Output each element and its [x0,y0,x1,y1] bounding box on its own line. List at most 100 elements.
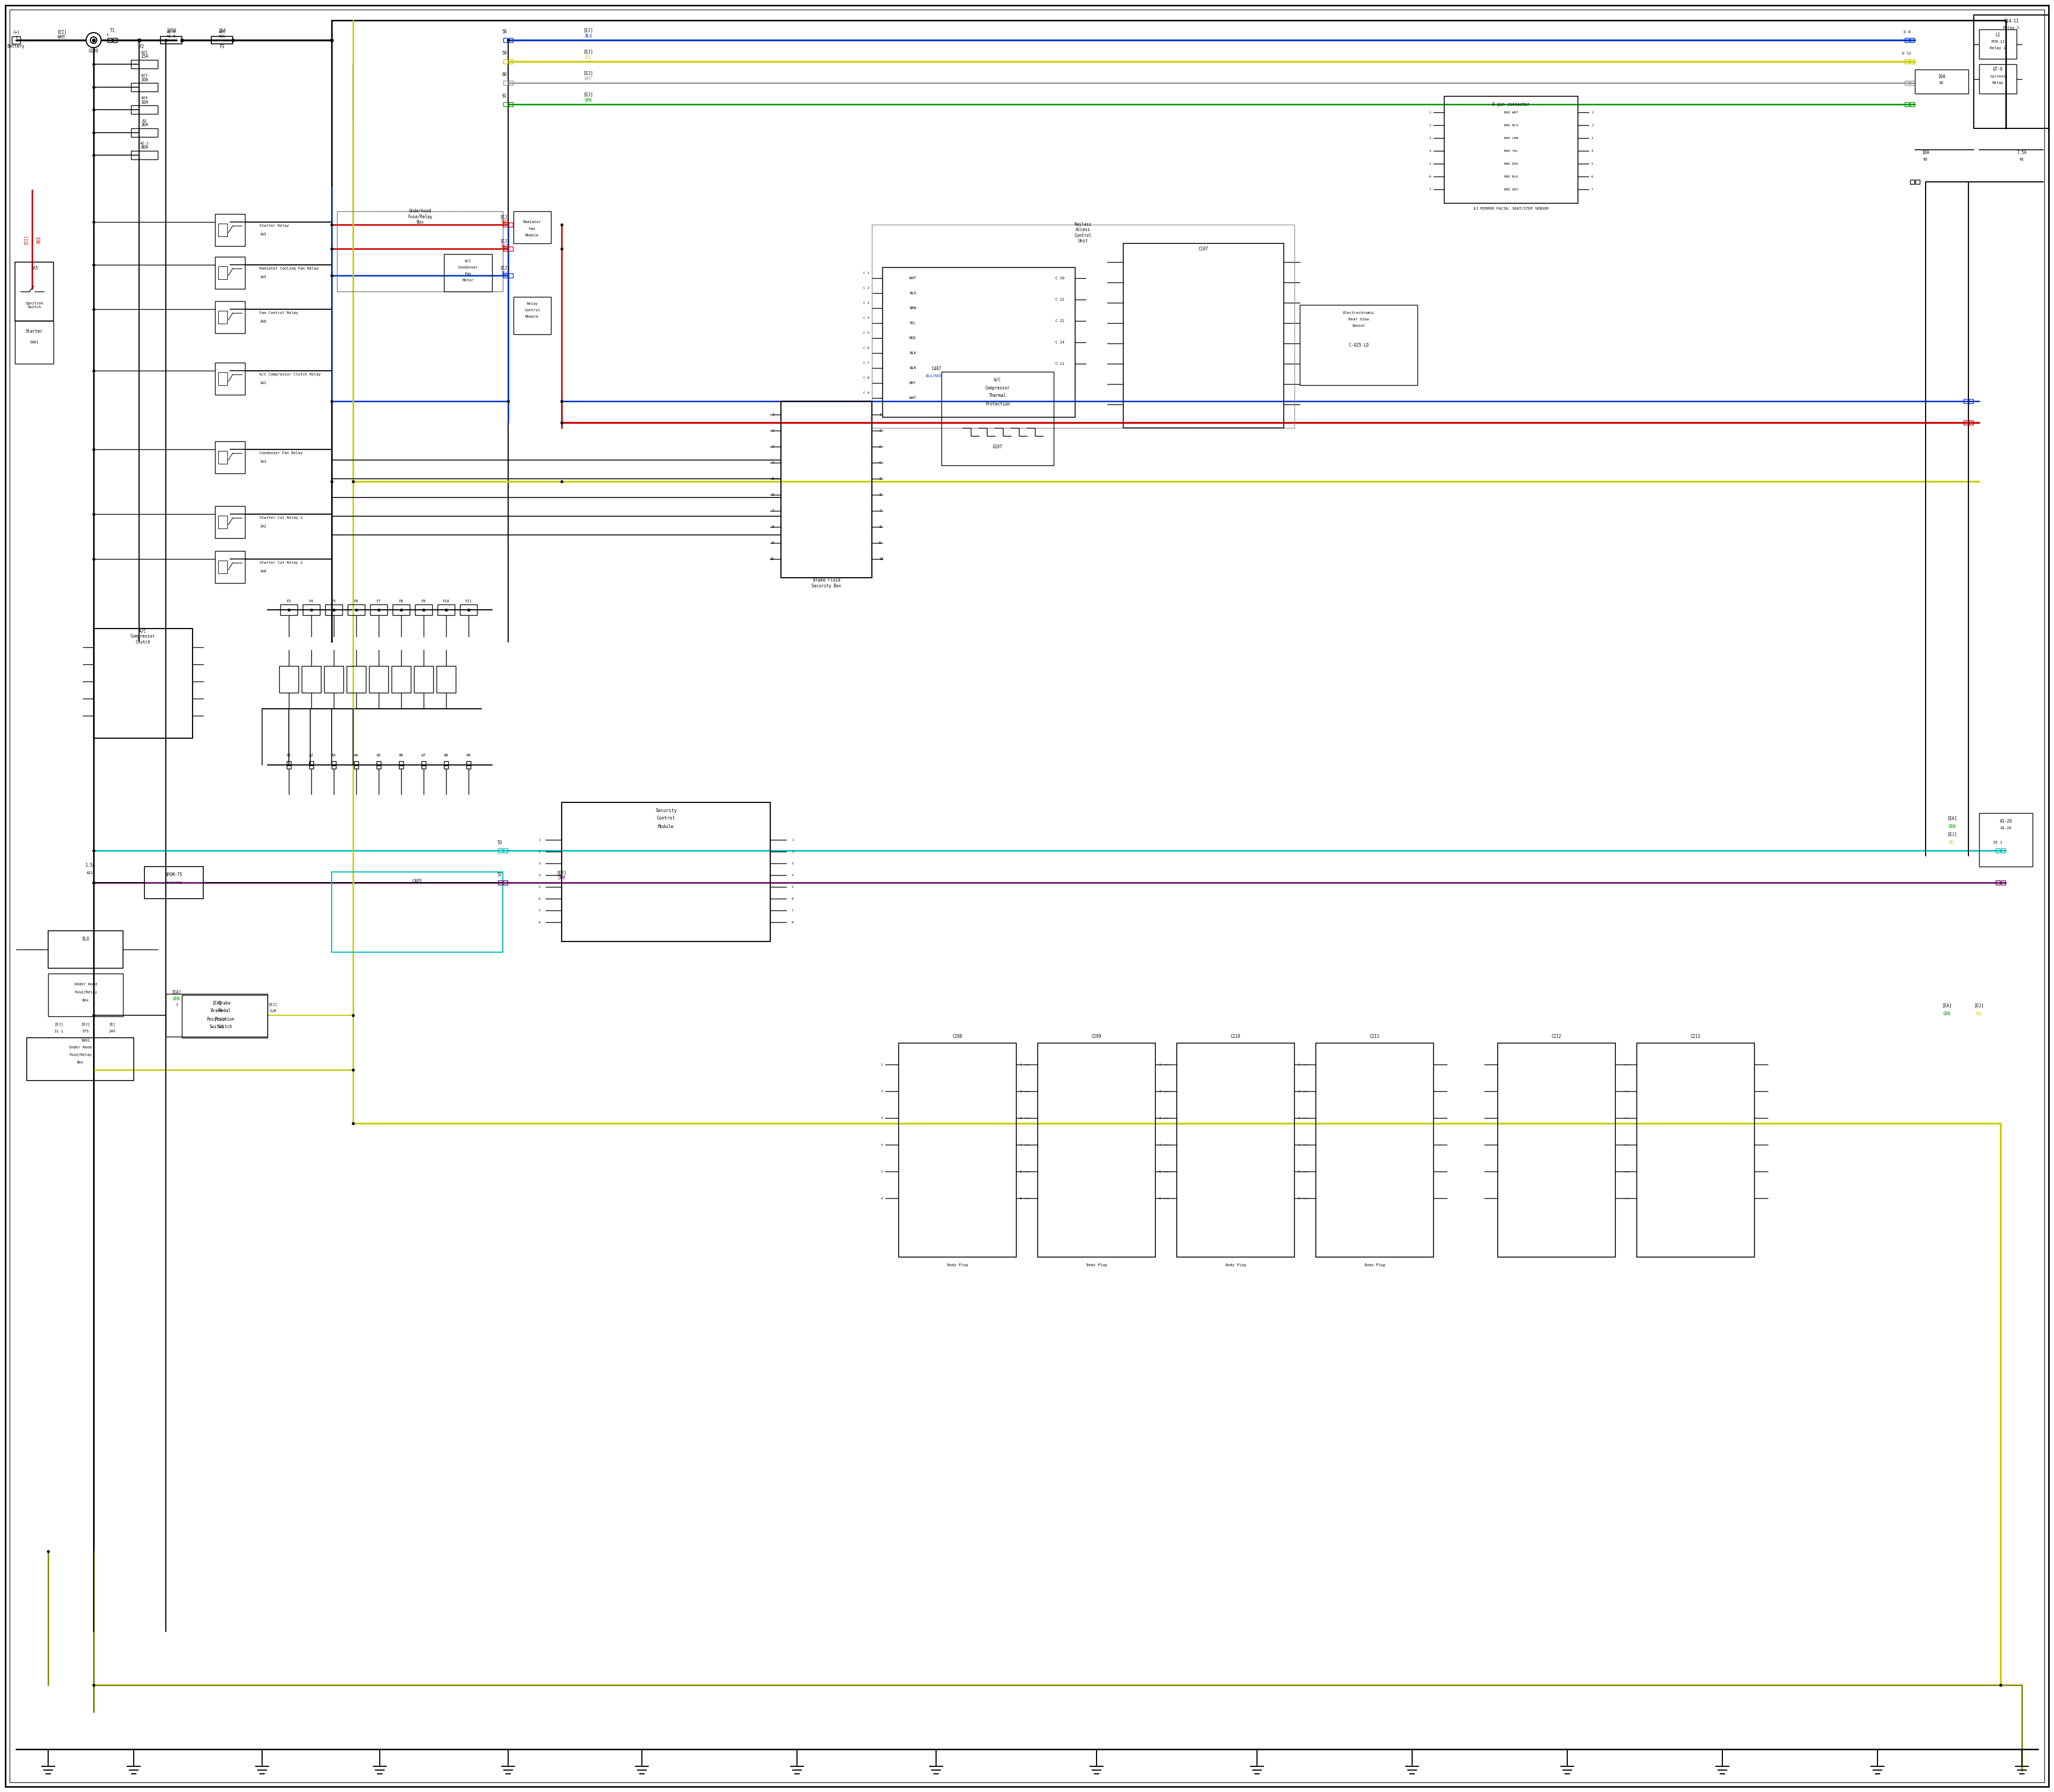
Text: A/C Compressor Clutch Relay: A/C Compressor Clutch Relay [259,373,320,376]
Text: Condenser Fan Relay: Condenser Fan Relay [259,452,302,455]
Text: Starter: Starter [25,330,43,333]
Text: YEL: YEL [585,56,592,59]
Text: C 7: C 7 [863,362,869,364]
Text: 8: 8 [879,525,881,529]
Text: A3: A3 [142,120,146,122]
Text: Protection: Protection [986,401,1011,407]
Bar [514,297,550,335]
Bar [370,604,388,615]
Text: A21: A21 [218,34,226,38]
Text: Rear View: Rear View [1347,317,1368,321]
Text: EJ MIRROR FACIA: SEAT/STEP SENSOR: EJ MIRROR FACIA: SEAT/STEP SENSOR [1473,208,1549,210]
Text: F14-11: F14-11 [2005,20,2019,23]
Bar [1980,29,2017,59]
Text: [EJ]: [EJ] [499,265,509,271]
Text: RED: RED [37,237,41,244]
Bar [509,247,514,251]
Bar [415,604,431,615]
Bar [131,106,158,115]
Text: BLU: BLU [585,34,592,38]
Text: BLU: BLU [501,271,509,276]
Text: WHT: WHT [910,396,916,400]
Bar [1964,400,1968,403]
Text: A1-6: A1-6 [166,30,177,34]
Bar [503,222,507,228]
Bar [331,762,337,765]
Bar [218,516,228,529]
Bar [392,667,411,694]
Bar [1916,179,1920,185]
Text: B2: B2 [1923,158,1929,161]
Text: C 1: C 1 [863,271,869,274]
Text: A1-6: A1-6 [166,34,177,38]
Text: Fan: Fan [464,272,472,276]
Text: 5: 5 [772,477,774,480]
Text: GRN: GRN [1949,824,1955,830]
Text: YEL: YEL [1976,1011,1982,1016]
Text: Starter Cut Relay 2: Starter Cut Relay 2 [259,561,302,564]
Text: 58: 58 [501,30,507,34]
Bar [871,224,1294,428]
Bar [47,930,123,968]
Bar [1980,65,2017,93]
Text: Body Plug: Body Plug [1364,1263,1384,1267]
Text: BRE DRY: BRE DRY [1504,188,1518,190]
Text: PCM-11: PCM-11 [1990,39,2005,43]
Bar [1910,81,1914,84]
Text: Electrochromic: Electrochromic [1343,312,1374,315]
Circle shape [90,38,97,43]
Text: [EJ]: [EJ] [557,871,567,876]
Bar [503,247,507,251]
Text: Starter Cut Relay 1: Starter Cut Relay 1 [259,516,302,520]
Text: DUR: DUR [559,876,565,880]
Bar [302,667,320,694]
Text: GT-0: GT-0 [1992,66,2003,72]
Text: WHT: WHT [585,77,592,81]
Text: Keyless
Access
Control
Unit: Keyless Access Control Unit [1074,222,1093,244]
Text: [EJ]: [EJ] [1974,1004,1984,1009]
Text: 6: 6 [772,493,774,496]
Text: 16A: 16A [218,29,226,34]
Text: B2: B2 [1939,81,1943,84]
Text: A1-20: A1-20 [2001,826,2011,830]
Text: C 6: C 6 [863,346,869,349]
Bar [14,262,53,321]
Bar [218,452,228,464]
Text: C208: C208 [953,1034,963,1039]
Bar [288,762,292,765]
Text: D-pin connector: D-pin connector [1493,102,1530,108]
Bar [871,224,1294,428]
Text: A/C: A/C [464,260,472,263]
Text: F10: F10 [444,600,450,602]
Text: F5: F5 [331,600,337,602]
Text: B1: B1 [2019,158,2023,161]
Text: ITS: ITS [82,1030,88,1032]
Text: [EJ]: [EJ] [269,1004,277,1007]
Text: BRE CRN: BRE CRN [1504,136,1518,140]
Text: DRY: DRY [910,382,916,385]
Text: F11: F11 [464,600,472,602]
Text: BRN: BRN [910,306,916,310]
Bar [561,803,770,941]
Text: [EJ]: [EJ] [53,1023,64,1027]
Text: [EA]: [EA] [1943,1004,1951,1009]
Bar [1444,97,1577,202]
Text: 7: 7 [879,509,881,513]
Bar [509,59,514,65]
Text: Body Plug: Body Plug [1087,1263,1107,1267]
Text: C209: C209 [1091,1034,1101,1039]
Text: A24: A24 [142,97,148,100]
Bar [310,762,314,765]
Text: S001: S001 [80,1039,90,1041]
Text: RED: RED [501,244,509,249]
Bar [509,274,514,278]
Text: 1A5: 1A5 [259,233,267,237]
Bar [347,604,366,615]
Bar [2001,848,2005,853]
Text: A5: A5 [376,754,380,756]
Text: Module: Module [526,315,538,319]
Bar [1904,38,1908,43]
Text: RED: RED [501,220,509,226]
Text: 60: 60 [501,72,507,77]
Text: (+): (+) [12,30,21,34]
